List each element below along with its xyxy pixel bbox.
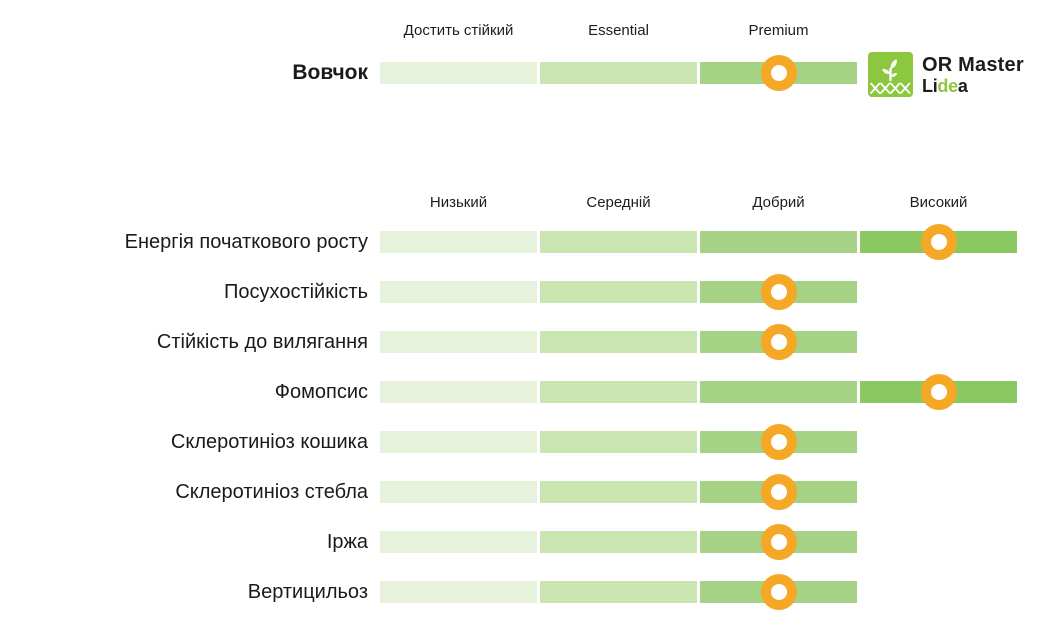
traits-scale-labels: Низький Середній Добрий Високий	[380, 194, 1021, 212]
logo-text: OR Master Lidea	[922, 55, 1024, 95]
trait-bar	[380, 524, 1021, 560]
trait-label: Іржа	[326, 531, 368, 553]
rating-segment-1	[380, 62, 537, 84]
trait-label: Склеротиніоз кошика	[170, 431, 368, 453]
rating-marker	[760, 574, 797, 610]
trait-label: Вертицильоз	[247, 581, 368, 603]
rating-segment-1	[380, 281, 537, 303]
dna-sprout-icon	[868, 52, 913, 97]
scale-label-essential: Essential	[588, 22, 649, 39]
trait-rows: Енергія початкового росту Посухостійкіст…	[0, 217, 1044, 617]
rating-marker	[760, 424, 797, 460]
trait-row: Енергія початкового росту	[0, 217, 1044, 267]
rating-segment-2	[540, 481, 697, 503]
rating-segment-1	[380, 531, 537, 553]
rating-marker	[920, 224, 957, 260]
scale-label-dobryi: Добрий	[752, 194, 805, 211]
trait-label: Енергія початкового росту	[124, 231, 368, 253]
rating-segment-2	[540, 581, 697, 603]
broomrape-scale-labels: Достить стійкий Essential Premium	[380, 22, 1021, 40]
trait-bar	[380, 324, 1021, 360]
rating-segment-2	[540, 281, 697, 303]
trait-bar	[380, 424, 1021, 460]
trait-bar	[380, 224, 1021, 260]
broomrape-bar	[380, 55, 1021, 91]
rating-segment-1	[380, 331, 537, 353]
trait-label: Посухостійкість	[224, 281, 368, 303]
trait-bar	[380, 574, 1021, 610]
lidea-logo: OR Master Lidea	[868, 52, 1024, 97]
rating-segment-1	[380, 481, 537, 503]
trait-bar	[380, 474, 1021, 510]
trait-bar	[380, 274, 1021, 310]
rating-segment-2	[540, 431, 697, 453]
trait-row: Склеротиніоз кошика	[0, 417, 1044, 467]
trait-row: Стійкість до вилягання	[0, 317, 1044, 367]
trait-label: Стійкість до вилягання	[156, 331, 368, 353]
rating-segment-2	[540, 231, 697, 253]
rating-segment-1	[380, 381, 537, 403]
rating-marker	[760, 474, 797, 510]
logo-brand-name: Lidea	[922, 75, 968, 96]
trait-bar	[380, 374, 1021, 410]
trait-row: Посухостійкість	[0, 267, 1044, 317]
trait-row: Фомопсис	[0, 367, 1044, 417]
trait-row: Вертицильоз	[0, 567, 1044, 617]
trait-row: Іржа	[0, 517, 1044, 567]
rating-marker	[760, 524, 797, 560]
rating-segment-1	[380, 231, 537, 253]
scale-label-serednii: Середній	[586, 194, 651, 211]
logo-product-name: OR Master	[922, 53, 1024, 76]
rating-segment-1	[380, 581, 537, 603]
rating-segment-1	[380, 431, 537, 453]
rating-marker	[760, 274, 797, 310]
scale-label-nyzkyi: Низький	[429, 194, 488, 211]
rating-segment-2	[540, 62, 697, 84]
rating-segment-2	[540, 381, 697, 403]
rating-segment-3	[700, 231, 857, 253]
scale-label-vysokyi: Високий	[909, 194, 968, 211]
broomrape-label: Вовчок	[292, 61, 368, 84]
trait-row: Склеротиніоз стебла	[0, 467, 1044, 517]
trait-label: Склеротиніоз стебла	[175, 481, 368, 503]
rating-segment-2	[540, 531, 697, 553]
scale-label-premium: Premium	[748, 22, 809, 39]
rating-marker	[760, 324, 797, 360]
rating-marker	[760, 55, 797, 91]
scale-label-dostyt-stiikyi: Достить стійкий	[403, 22, 514, 39]
broomrape-row: Вовчок	[0, 48, 1021, 98]
trait-label: Фомопсис	[274, 381, 368, 403]
rating-marker	[920, 374, 957, 410]
rating-segment-2	[540, 331, 697, 353]
rating-segment-3	[700, 381, 857, 403]
